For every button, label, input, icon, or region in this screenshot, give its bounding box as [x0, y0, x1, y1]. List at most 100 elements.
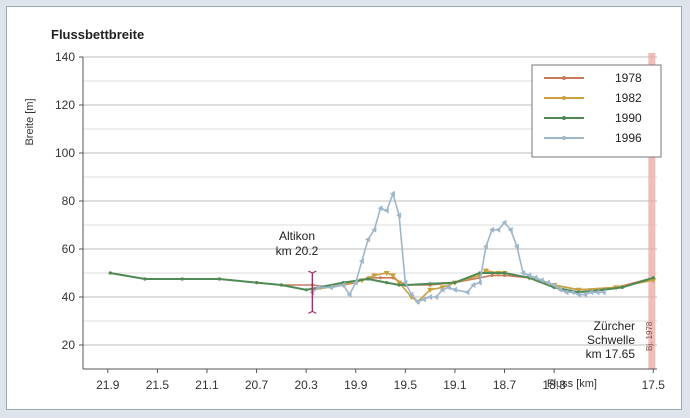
point-1996-23: [470, 282, 476, 288]
point-1990-0: [108, 271, 112, 275]
legend: 1978 1982 1990 1996: [531, 64, 662, 158]
y-tick-labels: 20 40 60 80 100 120 140: [55, 50, 83, 352]
x-tick-label-19.5: 19.5: [394, 378, 418, 392]
point-1996-26: [489, 226, 495, 233]
point-1996-8: [371, 226, 377, 233]
point-1996-42: [588, 289, 594, 296]
point-1996-10: [383, 207, 389, 214]
point-1996-30: [513, 243, 519, 250]
chart-title: Flussbettbreite: [51, 27, 144, 42]
annotation-zuercher: Zürcher: [594, 319, 635, 333]
point-1996-14: [408, 291, 414, 298]
point-1996-31: [520, 270, 526, 276]
x-tick-labels: 21.9 21.5 21.1 20.7 20.3 19.9 19.5 19.1 18.7 18.3…: [96, 369, 665, 392]
point-1990-5: [279, 283, 283, 287]
legend-item-1982: 1982: [544, 91, 642, 105]
legend-marker-1990: [562, 116, 566, 120]
point-1996-32: [526, 272, 532, 279]
x-tick-label-20.7: 20.7: [245, 378, 269, 392]
y-tick-label-100: 100: [55, 146, 75, 160]
point-1996-38: [563, 289, 569, 296]
legend-label-1996: 1996: [615, 131, 642, 145]
x-tick-label-18.7: 18.7: [493, 378, 517, 392]
schwelle-band: [648, 53, 656, 369]
point-1996-24: [476, 279, 482, 286]
point-1990-6: [304, 288, 308, 292]
point-1982-9: [427, 287, 434, 293]
legend-label-1978: 1978: [615, 71, 642, 85]
point-1990-4: [254, 281, 259, 285]
point-1982-10: [439, 285, 446, 291]
point-1982-13: [482, 268, 489, 274]
point-1996-44: [600, 289, 606, 296]
series-1996: [309, 190, 606, 305]
point-1996-13: [402, 279, 408, 286]
point-1996-35: [544, 279, 550, 286]
point-1996-3: [340, 282, 346, 288]
legend-marker-1996: [562, 136, 566, 140]
legend-marker-1982: [562, 96, 566, 100]
x-tick-label-19.1: 19.1: [443, 378, 467, 392]
point-1982-4: [383, 271, 390, 276]
point-1996-25: [482, 243, 488, 250]
point-1996-18: [433, 294, 439, 300]
point-1996-37: [557, 286, 563, 293]
legend-label-1982: 1982: [615, 91, 642, 105]
point-1996-20: [445, 284, 451, 291]
point-1996-21: [451, 286, 457, 293]
x-axis-label: Fluss [km]: [547, 378, 597, 390]
point-1978-10: [378, 276, 383, 280]
point-1996-15: [414, 298, 420, 305]
point-1982-5: [389, 273, 396, 279]
annotation-altikon: Altikon: [279, 229, 315, 243]
point-1996-33: [532, 274, 538, 281]
series-layer: [108, 190, 657, 305]
legend-label-1990: 1990: [615, 111, 642, 125]
x-tick-label-17.5: 17.5: [642, 378, 666, 392]
point-1982-20: [650, 278, 657, 284]
series-line-1990: [110, 272, 654, 294]
x-tick-label-21.9: 21.9: [96, 378, 120, 392]
point-1996-17: [427, 294, 433, 300]
point-1990-21: [651, 276, 655, 280]
point-1996-43: [594, 289, 600, 296]
point-1996-12: [396, 212, 402, 219]
x-tick-label-19.9: 19.9: [344, 378, 368, 392]
y-tick-label-80: 80: [62, 194, 76, 208]
altikon-cap-bottom: [308, 310, 317, 314]
point-1996-6: [358, 258, 364, 264]
legend-item-1978: 1978: [544, 71, 642, 85]
point-1996-4: [346, 291, 352, 298]
point-1990-13: [453, 281, 457, 285]
point-1996-41: [582, 291, 588, 298]
point-1996-11: [389, 190, 395, 197]
x-tick-label-18.3: 18.3: [542, 378, 566, 392]
point-1990-20: [620, 285, 624, 289]
point-1996-16: [420, 296, 426, 303]
point-1982-18: [575, 287, 582, 293]
point-1996-22: [464, 289, 470, 296]
point-1990-12: [428, 282, 432, 286]
point-1996-29: [507, 226, 513, 233]
series-1982: [309, 268, 657, 305]
point-1990-3: [217, 277, 221, 281]
y-tick-label-120: 120: [55, 98, 75, 112]
y-axis-label: Breite [m]: [24, 98, 36, 145]
y-tick-label-140: 140: [55, 50, 75, 64]
point-1996-5: [352, 279, 358, 286]
x-tick-label-20.3: 20.3: [294, 378, 318, 392]
point-1996-9: [377, 205, 383, 212]
x-tick-label-21.5: 21.5: [146, 378, 170, 392]
altikon-marker: [308, 270, 317, 314]
point-1990-1: [143, 277, 147, 281]
chart-frame: Flussbettbreite 20 40 60 80 100 120 140 21.9 21…: [6, 6, 682, 410]
point-1996-19: [439, 286, 445, 293]
legend-item-1990: 1990: [544, 111, 642, 125]
annotation-schwelle: Schwelle: [587, 333, 635, 347]
point-1996-7: [365, 236, 371, 243]
point-1996-36: [551, 282, 557, 288]
point-1996-2: [327, 284, 333, 291]
annotation-bj-1978: Bj. 1978: [645, 321, 654, 351]
annotation-schwelle-km: km 17.65: [586, 347, 636, 361]
